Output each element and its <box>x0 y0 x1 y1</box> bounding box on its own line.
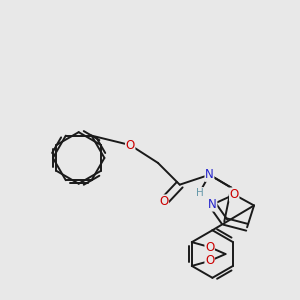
Text: N: N <box>208 198 217 211</box>
Text: N: N <box>205 168 214 181</box>
Text: H: H <box>196 188 203 198</box>
Text: O: O <box>205 254 214 268</box>
Text: O: O <box>205 241 214 254</box>
Text: O: O <box>159 195 169 208</box>
Text: O: O <box>126 139 135 152</box>
Text: O: O <box>230 188 239 201</box>
